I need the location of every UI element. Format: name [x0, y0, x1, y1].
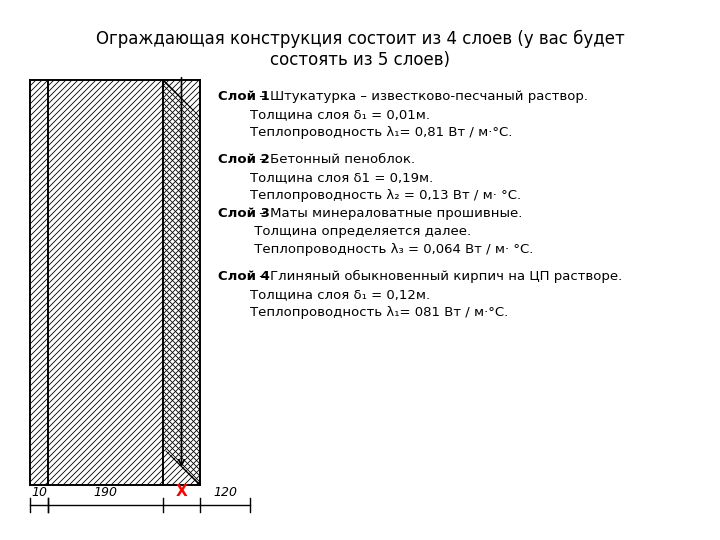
- Text: 120: 120: [213, 486, 237, 499]
- Text: – Маты минераловатные прошивные.: – Маты минераловатные прошивные.: [255, 207, 523, 220]
- Text: Теплопроводность λ₁= 081 Вт / м·°С.: Теплопроводность λ₁= 081 Вт / м·°С.: [233, 306, 508, 319]
- Text: Слой 3: Слой 3: [218, 207, 270, 220]
- Text: Толщина определяется далее.: Толщина определяется далее.: [233, 225, 471, 238]
- Text: Слой 2: Слой 2: [218, 153, 270, 166]
- Text: Толщина слоя δ1 = 0,19м.: Толщина слоя δ1 = 0,19м.: [233, 171, 433, 184]
- Text: Слой 4: Слой 4: [218, 270, 270, 283]
- Text: Толщина слоя δ₁ = 0,12м.: Толщина слоя δ₁ = 0,12м.: [233, 288, 430, 301]
- Text: Ограждающая конструкция состоит из 4 слоев (у вас будет
состоять из 5 слоев): Ограждающая конструкция состоит из 4 сло…: [96, 30, 624, 69]
- Text: 10: 10: [31, 486, 47, 499]
- Text: – Штукатурка – известково-песчаный раствор.: – Штукатурка – известково-песчаный раств…: [255, 90, 588, 103]
- Text: – Бетонный пеноблок.: – Бетонный пеноблок.: [255, 153, 415, 166]
- Text: – Глиняный обыкновенный кирпич на ЦП растворе.: – Глиняный обыкновенный кирпич на ЦП рас…: [255, 270, 623, 283]
- Text: Слой 1: Слой 1: [218, 90, 270, 103]
- Text: X: X: [176, 484, 187, 499]
- Bar: [30, 80, 48, 485]
- Text: 190: 190: [94, 486, 117, 499]
- Bar: [163, 80, 200, 485]
- Text: Толщина слоя δ₁ = 0,01м.: Толщина слоя δ₁ = 0,01м.: [233, 108, 430, 121]
- Text: Теплопроводность λ₁= 0,81 Вт / м·°С.: Теплопроводность λ₁= 0,81 Вт / м·°С.: [233, 126, 513, 139]
- Text: Теплопроводность λ₃ = 0,064 Вт / м· °С.: Теплопроводность λ₃ = 0,064 Вт / м· °С.: [233, 243, 534, 256]
- Bar: [48, 80, 163, 485]
- Text: Теплопроводность λ₂ = 0,13 Вт / м· °С.: Теплопроводность λ₂ = 0,13 Вт / м· °С.: [233, 189, 521, 202]
